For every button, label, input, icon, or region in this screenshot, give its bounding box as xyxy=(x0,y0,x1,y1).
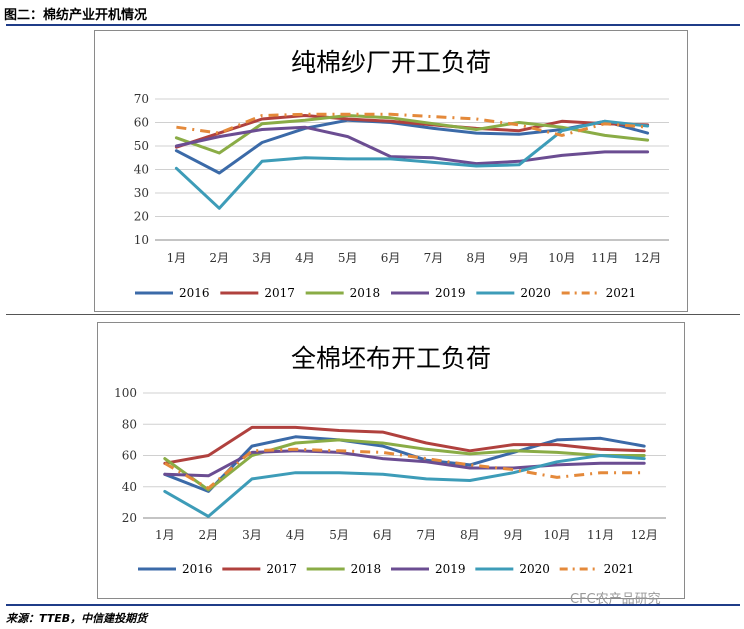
legend-label-2020: 2020 xyxy=(519,562,550,576)
series-line-2017 xyxy=(174,114,650,149)
legend-label-2019: 2019 xyxy=(435,562,466,576)
series-line-2020 xyxy=(163,454,646,518)
watermark: CFC农产品研究 xyxy=(570,592,661,607)
y-tick-label: 20 xyxy=(134,210,149,224)
y-tick-label: 40 xyxy=(134,163,149,177)
x-tick-label: 5月 xyxy=(338,251,358,265)
x-tick-label: 6月 xyxy=(373,528,393,542)
legend-label-2017: 2017 xyxy=(264,286,295,300)
x-tick-label: 6月 xyxy=(381,251,401,265)
y-tick-label: 60 xyxy=(134,116,149,130)
series-line-2021 xyxy=(176,112,648,137)
x-tick-label: 5月 xyxy=(329,528,349,542)
legend-label-2019: 2019 xyxy=(435,286,466,300)
legend-label-2021: 2021 xyxy=(604,562,635,576)
yarn-load-chart: 纯棉纱厂开工负荷 10 20 30 40 50 60 70 1月 2月 3月 4月 5月 6月 7月 8月 9月… xyxy=(134,48,669,300)
x-tick-label: 3月 xyxy=(252,251,272,265)
x-tick-label: 7月 xyxy=(416,528,436,542)
x-tick-label: 1月 xyxy=(167,251,187,265)
series-line-2021 xyxy=(164,447,645,490)
series-line-2017 xyxy=(163,425,646,465)
legend-label-2018: 2018 xyxy=(351,562,382,576)
legend-label-2016: 2016 xyxy=(179,286,210,300)
x-tick-label: 10月 xyxy=(548,251,575,265)
y-tick-label: 70 xyxy=(134,92,149,106)
y-tick-label: 30 xyxy=(134,186,149,200)
y-tick-label: 60 xyxy=(122,449,137,463)
series-line-2018 xyxy=(163,438,646,492)
y-tick-label: 40 xyxy=(122,480,137,494)
x-tick-label: 1月 xyxy=(155,528,175,542)
x-tick-label: 12月 xyxy=(634,251,661,265)
x-tick-label: 9月 xyxy=(509,251,529,265)
legend-label-2018: 2018 xyxy=(350,286,381,300)
x-tick-label: 3月 xyxy=(242,528,262,542)
series-line-2019 xyxy=(174,125,650,166)
x-tick-label: 2月 xyxy=(209,251,229,265)
bottom-rule xyxy=(6,604,740,606)
chart-title: 纯棉纱厂开工负荷 xyxy=(291,48,491,77)
x-tick-label: 4月 xyxy=(286,528,306,542)
x-tick-label: 2月 xyxy=(199,528,219,542)
x-tick-label: 7月 xyxy=(424,251,444,265)
middle-rule xyxy=(6,314,740,315)
y-tick-label: 50 xyxy=(134,139,149,153)
y-tick-label: 80 xyxy=(122,417,137,431)
source-note: 来源：TTEB，中信建投期货 xyxy=(6,612,148,625)
figure-title: 图二：棉纺产业开机情况 xyxy=(4,8,148,23)
x-tick-label: 12月 xyxy=(631,528,658,542)
y-tick-label: 10 xyxy=(134,233,149,247)
top-rule xyxy=(6,24,740,26)
series-line-2020 xyxy=(174,119,650,210)
x-tick-label: 11月 xyxy=(591,251,618,265)
legend-label-2016: 2016 xyxy=(182,562,213,576)
greige-load-chart: 全棉坯布开工负荷 20 40 60 80 100 1月 2月 3月 4月 5月 6月 7月 8月 9月 10月… xyxy=(114,344,666,576)
x-tick-label: 8月 xyxy=(460,528,480,542)
greige-chart-panel: 全棉坯布开工负荷 20 40 60 80 100 1月 2月 3月 4月 5月 6月 7月 8月 9月 10月… xyxy=(97,322,685,599)
legend-label-2021: 2021 xyxy=(606,286,637,300)
x-tick-label: 11月 xyxy=(587,528,614,542)
legend-label-2017: 2017 xyxy=(266,562,297,576)
x-tick-label: 10月 xyxy=(543,528,570,542)
y-tick-label: 100 xyxy=(114,386,137,400)
x-tick-label: 4月 xyxy=(295,251,315,265)
x-tick-label: 8月 xyxy=(466,251,486,265)
x-tick-label: 9月 xyxy=(504,528,524,542)
chart-title: 全棉坯布开工负荷 xyxy=(291,344,491,373)
y-tick-label: 20 xyxy=(122,511,137,525)
legend-label-2020: 2020 xyxy=(520,286,551,300)
yarn-chart-panel: 纯棉纱厂开工负荷 10 20 30 40 50 60 70 1月 2月 3月 4月 5月 6月 7月 8月 9月… xyxy=(94,30,688,312)
series-line-2016 xyxy=(163,435,646,493)
